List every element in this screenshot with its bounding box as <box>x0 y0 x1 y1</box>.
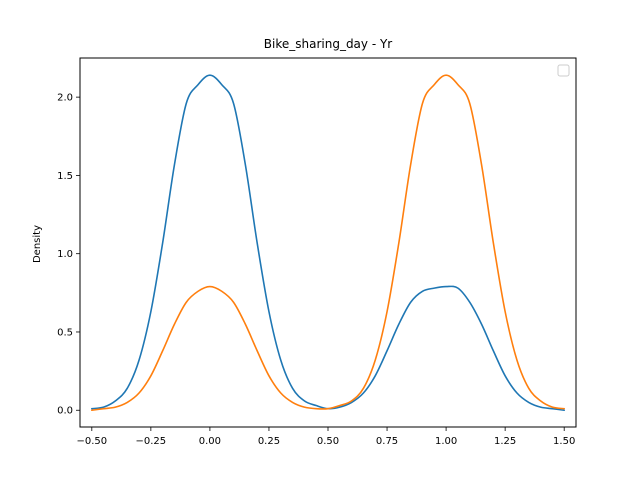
x-tick-label: 1.25 <box>494 436 516 447</box>
y-axis: 0.0 0.5 1.0 1.5 2.0 <box>57 93 80 417</box>
y-tick-label: 2.0 <box>57 93 73 104</box>
x-tick-label: 0.75 <box>376 436 398 447</box>
y-tick-label: 1.5 <box>57 171 73 182</box>
x-tick-label: 0.50 <box>317 436 339 447</box>
y-tick-label: 0.5 <box>57 327 73 338</box>
x-tick-label: 0.25 <box>258 436 280 447</box>
x-tick-label: −0.50 <box>76 436 107 447</box>
plot-area <box>79 57 577 428</box>
series-line-2 <box>91 74 565 412</box>
series-layer <box>91 74 565 412</box>
plot-background <box>80 58 576 427</box>
x-tick-label: 1.50 <box>553 436 575 447</box>
y-tick-label: 0.0 <box>57 406 73 417</box>
chart-title: Bike_sharing_day - Yr <box>264 37 393 51</box>
x-tick-label: 0.00 <box>199 436 221 447</box>
y-tick-label: 1.0 <box>57 249 73 260</box>
legend-box <box>557 64 570 77</box>
x-axis: −0.50 −0.25 0.00 0.25 0.50 0.75 1.00 1.25 1.50 <box>76 427 575 447</box>
y-axis-label: Density <box>32 225 43 263</box>
x-tick-label: 1.00 <box>435 436 457 447</box>
x-tick-label: −0.25 <box>136 436 167 447</box>
